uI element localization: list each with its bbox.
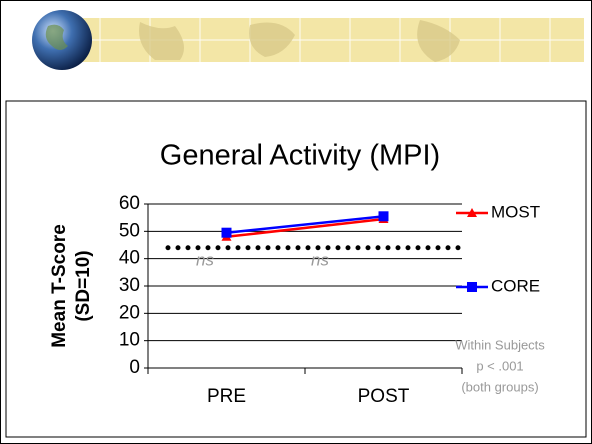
marker bbox=[221, 227, 232, 238]
ns-label: ns bbox=[311, 250, 329, 269]
annotation: Within Subjects bbox=[455, 337, 545, 352]
series-line bbox=[226, 217, 384, 239]
banner bbox=[32, 10, 584, 70]
y-tick-label: 50 bbox=[119, 220, 140, 241]
legend-label: CORE bbox=[491, 276, 540, 295]
x-tick-label: PRE bbox=[207, 386, 246, 407]
chart-title: General Activity (MPI) bbox=[160, 140, 440, 172]
ns-label: ns bbox=[196, 250, 214, 269]
y-tick-label: 0 bbox=[129, 357, 140, 378]
y-tick-label: 60 bbox=[119, 193, 140, 214]
y-tick-label: 10 bbox=[119, 330, 140, 351]
series-line bbox=[226, 215, 384, 234]
marker bbox=[467, 282, 477, 292]
marker bbox=[467, 208, 477, 217]
annotation: p < .001 bbox=[476, 358, 523, 373]
marker bbox=[378, 211, 389, 222]
chart-frame bbox=[5, 100, 587, 438]
y-tick-label: 30 bbox=[119, 275, 140, 296]
y-tick-label: 40 bbox=[119, 248, 140, 269]
y-axis-label: Mean T-Score bbox=[49, 224, 70, 348]
annotation: (both groups) bbox=[461, 379, 538, 394]
y-axis-label: (SD=10) bbox=[73, 250, 94, 321]
x-tick-label: POST bbox=[358, 386, 410, 407]
y-tick-label: 20 bbox=[119, 302, 140, 323]
legend-label: MOST bbox=[491, 202, 540, 221]
